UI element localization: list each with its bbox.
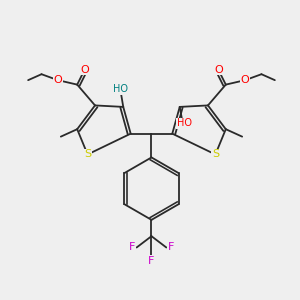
Text: F: F (148, 256, 155, 266)
Text: S: S (84, 149, 91, 160)
Text: S: S (212, 149, 219, 160)
Text: O: O (241, 75, 250, 85)
Text: O: O (214, 65, 223, 75)
Text: F: F (168, 242, 174, 253)
Text: HO: HO (177, 118, 192, 128)
Text: F: F (129, 242, 135, 253)
Text: O: O (53, 75, 62, 85)
Text: HO: HO (113, 84, 128, 94)
Text: O: O (80, 65, 89, 75)
